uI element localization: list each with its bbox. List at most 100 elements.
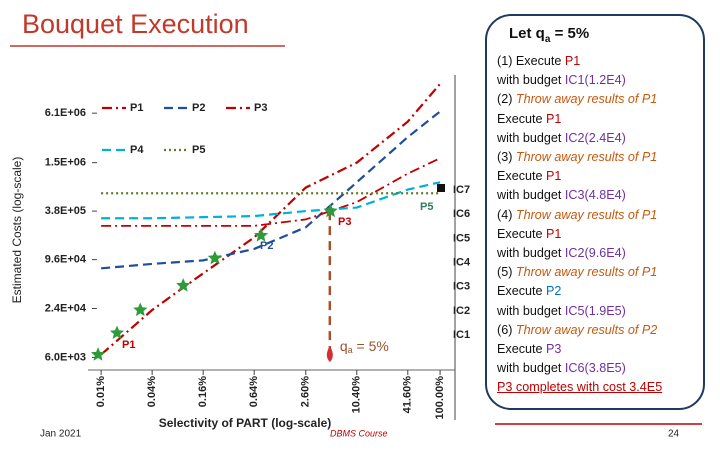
series-line	[101, 157, 441, 227]
footer-course: DBMS Course	[330, 428, 388, 438]
panel-header-text: Let q	[509, 25, 545, 42]
panel-text: (4)	[497, 207, 516, 222]
x-tick-label: 0.04%	[146, 376, 158, 407]
legend-label: P4	[130, 144, 144, 156]
x-tick-label: 41.60%	[402, 376, 414, 414]
panel-line: (6) Throw away results of P2	[497, 321, 695, 340]
panel-text: Execute	[497, 226, 547, 241]
panel-text: IC2(2.4E4)	[564, 130, 626, 145]
panel-line: with budget IC5(1.9E5)	[497, 302, 695, 321]
qa-q: q	[340, 338, 348, 354]
panel-line: with budget IC3(4.8E4)	[497, 186, 695, 205]
panel-line: Execute P3	[497, 340, 695, 359]
panel-text: with budget	[497, 188, 565, 203]
y-tick-label: 6.0E+03	[45, 351, 86, 363]
optimal-point	[176, 278, 191, 292]
qa-drop	[326, 346, 333, 362]
y-tick-label: 1.5E+06	[45, 157, 86, 169]
panel-text: P3 completes with cost 3.4E5	[497, 380, 663, 395]
panel-line: with budget IC2(2.4E4)	[497, 129, 695, 148]
panel-text: Execute	[497, 342, 547, 357]
panel-line: with budget IC1(1.2E4)	[497, 71, 695, 90]
ic-label: IC2	[453, 305, 470, 317]
ic-marker	[437, 184, 445, 192]
x-tick-label: 10.40%	[351, 376, 363, 414]
optimal-point	[90, 347, 106, 361]
panel-header: Let qa = 5%	[509, 24, 695, 50]
plan-annotation: P1	[122, 339, 135, 351]
panel-text: P3	[546, 342, 562, 357]
panel-text: IC2(9.6E4)	[564, 246, 626, 261]
x-tick-label: 2.60%	[300, 376, 312, 407]
panel-header-sub: a	[544, 34, 551, 45]
panel-text: (2)	[497, 92, 516, 107]
plan-annotation: P2	[260, 240, 273, 252]
ic-label: IC7	[453, 184, 470, 196]
panel-line: (2) Throw away results of P1	[497, 90, 695, 109]
panel-line: Execute P1	[497, 225, 695, 244]
panel-text: (1) Execute	[497, 54, 565, 68]
x-tick-label: 100.00%	[434, 376, 446, 420]
optimal-point	[207, 250, 222, 265]
panel-text: with budget	[497, 246, 565, 261]
series-line	[101, 110, 441, 270]
plan-annotation: P5	[420, 201, 433, 213]
panel-text: IC6(3.8E5)	[564, 361, 626, 376]
panel-text: (3)	[497, 150, 516, 165]
ic-label: IC5	[453, 232, 470, 244]
panel-text: IC3(4.8E4)	[564, 188, 626, 203]
optimal-point	[253, 228, 269, 242]
panel-line: Execute P1	[497, 167, 695, 186]
ic-label: IC3	[453, 281, 470, 293]
footer-page: 24	[668, 429, 680, 440]
optimal-point	[323, 203, 338, 218]
panel-header-text: = 5%	[550, 25, 590, 42]
panel-line: (5) Throw away results of P1	[497, 263, 695, 282]
panel-line: Execute P1	[497, 110, 695, 129]
panel-text: P1	[546, 111, 562, 126]
panel-text: IC1(1.2E4)	[564, 73, 626, 88]
ic-label: IC4	[453, 257, 471, 269]
ic-label: IC6	[453, 208, 470, 220]
legend-label: P3	[254, 102, 267, 114]
panel-text: with budget	[497, 73, 565, 88]
series-line	[101, 181, 441, 220]
panel-text: Execute	[497, 169, 547, 184]
qa-rest: = 5%	[353, 338, 389, 354]
panel-text: Execute	[497, 284, 547, 299]
qa-label: qa = 5%	[340, 338, 389, 356]
panel-text: Throw away results of P1	[515, 265, 658, 280]
panel-line: Execute P2	[497, 282, 695, 301]
ic-label: IC1	[453, 329, 470, 341]
qa-sub: a	[348, 345, 353, 355]
panel-text: with budget	[497, 361, 565, 376]
series-line	[100, 83, 441, 356]
legend-label: P1	[130, 102, 143, 114]
y-tick-label: 2.4E+04	[45, 302, 87, 314]
y-tick-label: 6.1E+06	[45, 107, 86, 119]
optimal-point	[109, 325, 125, 339]
panel-text: P2	[546, 284, 562, 299]
panel-line: (4) Throw away results of P1	[497, 206, 695, 225]
y-axis-title: Estimated Costs (log-scale)	[10, 157, 24, 304]
panel-line: with budget IC2(9.6E4)	[497, 244, 695, 263]
panel-text: Throw away results of P2	[515, 322, 658, 337]
panel-text: Execute	[497, 111, 547, 126]
panel-text: with budget	[497, 130, 565, 145]
panel-line: (1) Execute P1	[497, 52, 695, 71]
y-tick-label: 3.8E+05	[45, 205, 86, 217]
x-tick-label: 0.64%	[248, 376, 260, 407]
panel-text: P1	[564, 54, 581, 68]
panel-text: with budget	[497, 303, 565, 318]
panel-text: (5)	[497, 265, 516, 280]
x-tick-label: 0.16%	[197, 376, 209, 407]
y-tick-label: 9.6E+04	[45, 254, 87, 266]
panel-text: Throw away results of P1	[515, 150, 658, 165]
panel-text: Throw away results of P1	[515, 92, 658, 107]
x-tick-label: 0.01%	[95, 376, 107, 407]
panel-line: P3 completes with cost 3.4E5	[497, 378, 695, 397]
panel-text: P1	[546, 169, 562, 184]
panel-line: with budget IC6(3.8E5)	[497, 359, 695, 378]
panel-line: (3) Throw away results of P1	[497, 148, 695, 167]
